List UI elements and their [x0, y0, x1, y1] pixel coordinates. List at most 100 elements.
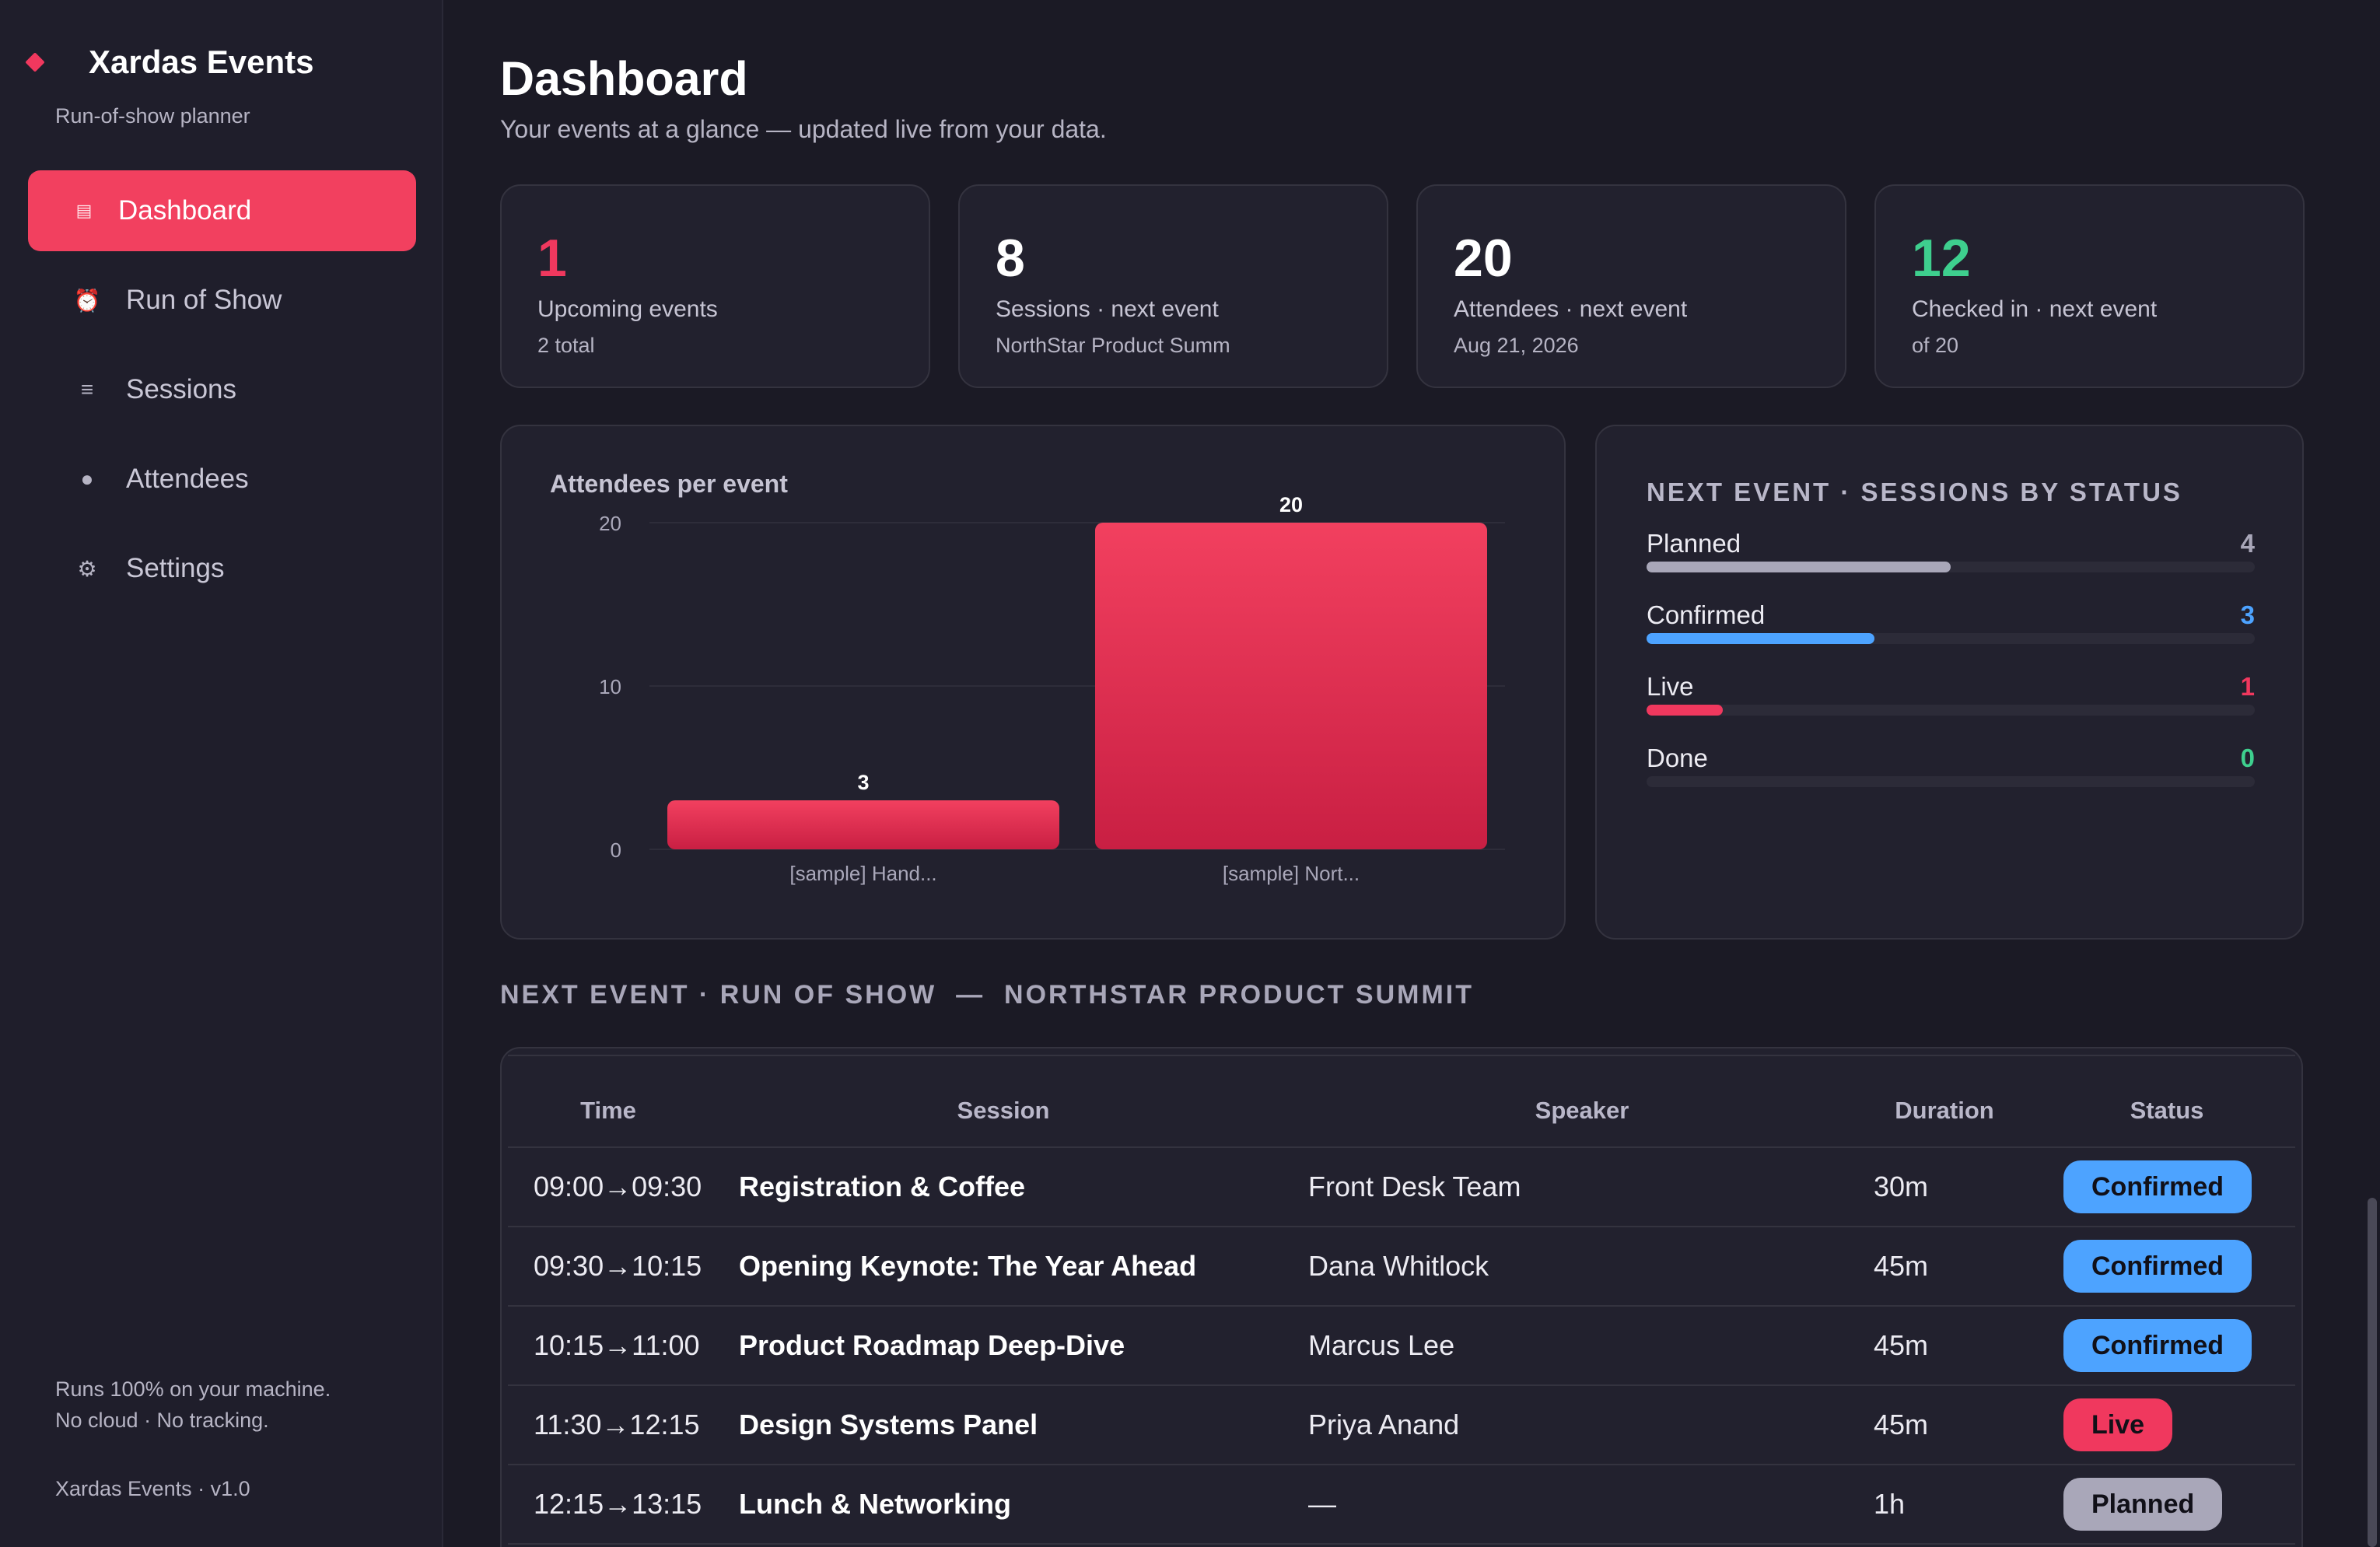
column-header-time[interactable]: Time [580, 1097, 636, 1124]
attendees-bar-chart: 0 10 20 3 [sample] Hand... 20 [sample] Nort... [599, 493, 1505, 885]
sidebar-nav: ▤ Dashboard ⏰ Run of Show ≡ Sessions ● Attendee… [28, 170, 416, 618]
sidebar-item-sessions[interactable]: ≡ Sessions [28, 349, 416, 430]
cell-session: Registration & Coffee [739, 1171, 1026, 1202]
status-badge[interactable]: Confirmed [2063, 1160, 2252, 1213]
status-badge[interactable]: Planned [2063, 1478, 2223, 1531]
status-count: 4 [2240, 529, 2255, 558]
y-tick-label: 10 [599, 675, 621, 698]
status-name: Done [1647, 744, 1708, 772]
brand[interactable]: Xardas Events [25, 44, 314, 81]
x-tick-label: [sample] Hand... [789, 862, 936, 885]
sidebar-item-attendees[interactable]: ● Attendees [28, 439, 416, 520]
status-row-planned: Planned 4 [1647, 529, 2255, 576]
stat-label: Attendees · next event [1454, 296, 1688, 322]
list-icon: ≡ [80, 377, 94, 401]
chart-title: Attendees per event [550, 470, 788, 498]
stat-subtext: NorthStar Product Summ [996, 334, 1230, 357]
alarm-clock-icon: ⏰ [73, 288, 101, 313]
column-header-duration[interactable]: Duration [1895, 1097, 1994, 1124]
table-row[interactable]: 10:15→11:00 Product Roadmap Deep-Dive Marc… [508, 1307, 2295, 1386]
bar-value-label: 3 [857, 771, 869, 794]
person-icon: ● [80, 467, 94, 491]
status-count: 1 [2240, 672, 2255, 701]
table-row[interactable]: 11:30→12:15 Design Systems Panel Priya Ana… [508, 1386, 2295, 1465]
cell-session: Design Systems Panel [739, 1409, 1038, 1440]
cell-speaker: — [1308, 1488, 1336, 1520]
footer-line-privacy: No cloud · No tracking. [55, 1409, 269, 1432]
bar-value-label: 20 [1279, 493, 1303, 516]
cell-duration: 45m [1874, 1250, 1929, 1282]
stat-value: 8 [996, 229, 1025, 288]
stat-label: Checked in · next event [1912, 296, 2158, 322]
status-count: 3 [2240, 600, 2255, 629]
status-progress-track [1647, 705, 2255, 716]
status-progress-track [1647, 776, 2255, 787]
page-subtitle: Your events at a glance — updated live f… [500, 115, 1107, 143]
upcoming-events-card: 1 Upcoming events 2 total [500, 184, 930, 388]
checked-in-card: 12 Checked in · next event of 20 [1874, 184, 2305, 388]
table-body: Time Session Speaker Duration Status 09:00→09… [508, 1055, 2295, 1547]
stat-subtext: 2 total [537, 334, 595, 357]
sidebar-item-dashboard[interactable]: ▤ Dashboard [28, 170, 416, 251]
status-count: 0 [2240, 744, 2255, 772]
column-header-speaker[interactable]: Speaker [1535, 1097, 1629, 1124]
run-of-show-table: Time Session Speaker Duration Status 09:00→09… [500, 1047, 2303, 1547]
page-title: Dashboard [500, 52, 748, 105]
cell-status: Planned [2063, 1465, 2223, 1543]
cell-session: Product Roadmap Deep-Dive [739, 1329, 1125, 1361]
calendar-icon: ▤ [75, 201, 93, 220]
sidebar-item-run-of-show[interactable]: ⏰ Run of Show [28, 260, 416, 341]
cell-time: 10:15→11:00 [534, 1329, 700, 1361]
sidebar-item-settings[interactable]: ⚙ Settings [28, 528, 416, 609]
x-tick-label: [sample] Nort... [1223, 862, 1360, 885]
cell-duration: 45m [1874, 1329, 1929, 1361]
stat-subtext: of 20 [1912, 334, 1959, 357]
column-header-status[interactable]: Status [2130, 1097, 2204, 1124]
cell-speaker: Front Desk Team [1308, 1171, 1521, 1202]
status-panel-title: NEXT EVENT · SESSIONS BY STATUS [1647, 478, 2182, 506]
gear-icon: ⚙ [77, 556, 97, 581]
cell-time: 11:30→12:15 [534, 1409, 700, 1440]
page-scrollbar[interactable] [2368, 1198, 2377, 1547]
status-badge[interactable]: Confirmed [2063, 1319, 2252, 1372]
sidebar-item-label: Run of Show [126, 285, 282, 315]
table-row[interactable]: 09:00→09:30 Registration & Coffee Front De… [508, 1148, 2295, 1227]
sessions-by-status-panel: NEXT EVENT · SESSIONS BY STATUS Planned 4… [1595, 425, 2304, 940]
table-row[interactable]: 09:30→10:15 Opening Keynote: The Year Ahe… [508, 1227, 2295, 1307]
cell-session: Opening Keynote: The Year Ahead [739, 1250, 1197, 1282]
cell-session: Lunch & Networking [739, 1488, 1011, 1520]
cell-speaker: Dana Whitlock [1308, 1250, 1489, 1282]
sidebar-footer-note: Runs 100% on your machine. No cloud · No… [55, 1374, 331, 1436]
cell-status: Confirmed [2063, 1148, 2252, 1226]
brand-subtitle: Run-of-show planner [55, 104, 250, 128]
sidebar-item-label: Sessions [126, 374, 237, 404]
sidebar: Xardas Events Run-of-show planner ▤ Dashb… [0, 0, 443, 1547]
cell-duration: 1h [1874, 1488, 1906, 1520]
chart-bar[interactable] [1095, 523, 1487, 849]
chart-bar[interactable] [667, 800, 1059, 849]
status-progress-fill [1647, 705, 1723, 716]
stat-label: Sessions · next event [996, 296, 1219, 322]
sidebar-item-label: Dashboard [118, 195, 252, 226]
cell-status: Live [2063, 1386, 2173, 1464]
column-header-session[interactable]: Session [957, 1097, 1050, 1124]
cell-time: 09:30→10:15 [534, 1250, 702, 1282]
y-tick-label: 0 [611, 838, 621, 862]
status-name: Planned [1647, 529, 1741, 558]
status-badge[interactable]: Live [2063, 1398, 2173, 1451]
status-badge[interactable]: Confirmed [2063, 1240, 2252, 1293]
cell-duration: 45m [1874, 1409, 1929, 1440]
cell-time: 12:15→13:15 [534, 1488, 702, 1520]
cell-status: Confirmed [2063, 1307, 2252, 1384]
stat-subtext: Aug 21, 2026 [1454, 334, 1579, 357]
sessions-card: 8 Sessions · next event NorthStar Product … [958, 184, 1388, 388]
sidebar-item-label: Attendees [126, 464, 249, 494]
stat-value: 12 [1912, 229, 1971, 288]
attendees-card: 20 Attendees · next event Aug 21, 2026 [1416, 184, 1846, 388]
table-row[interactable]: 12:15→13:15 Lunch & Networking — 1h Planned [508, 1465, 2295, 1545]
cell-speaker: Priya Anand [1308, 1409, 1460, 1440]
brand-title: Xardas Events [89, 44, 314, 80]
status-progress-track [1647, 633, 2255, 644]
diamond-logo-icon [25, 52, 45, 72]
footer-line-local: Runs 100% on your machine. [55, 1377, 331, 1401]
